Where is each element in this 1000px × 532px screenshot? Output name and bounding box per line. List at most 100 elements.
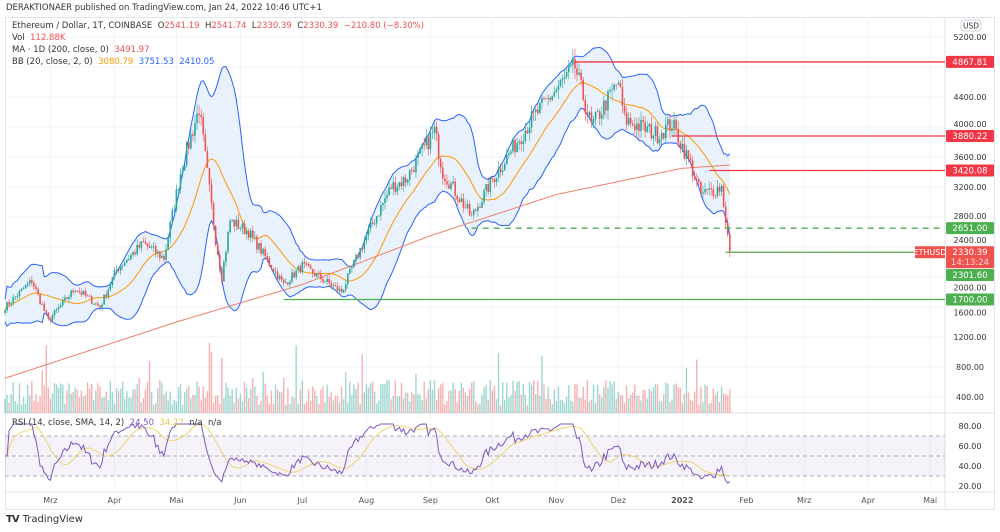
candle: [330, 283, 333, 287]
volume-bar: [12, 382, 14, 413]
volume-bar: [119, 388, 122, 413]
candle: [109, 284, 112, 290]
volume-bar: [192, 394, 194, 413]
candle: [134, 252, 136, 255]
candle: [208, 168, 211, 185]
candle: [237, 219, 240, 229]
volume-bar: [590, 399, 593, 413]
candle: [328, 278, 331, 284]
candle: [53, 310, 56, 316]
candle: [278, 275, 281, 280]
volume-bar: [365, 384, 368, 413]
candle: [501, 170, 504, 173]
volume-bar: [698, 404, 700, 413]
volume-bar: [43, 385, 45, 413]
candle: [648, 124, 651, 127]
candle: [530, 111, 533, 128]
candle: [596, 111, 599, 113]
volume-bar: [596, 384, 599, 413]
price-tick: 4400.00: [953, 93, 986, 102]
candle: [84, 291, 87, 296]
volume-bar: [33, 400, 35, 413]
candle: [260, 243, 262, 254]
legend-volume[interactable]: Vol 112.88K: [12, 33, 66, 43]
bollinger-fill: [5, 47, 730, 327]
volume-bar: [171, 404, 173, 413]
volume-bar: [179, 383, 182, 413]
volume-bar: [134, 389, 136, 413]
candle: [295, 270, 297, 278]
candle: [485, 184, 487, 191]
candle: [392, 182, 395, 189]
volume-bar: [285, 404, 287, 413]
candle: [508, 153, 510, 156]
volume-bar: [287, 388, 289, 413]
symbol-title[interactable]: Ethereum / Dollar, 1T, COINBASE: [12, 21, 153, 31]
candle: [138, 244, 141, 248]
volume-bar: [603, 387, 605, 413]
candle: [39, 294, 41, 305]
candle: [355, 254, 357, 261]
volume-bar: [22, 396, 25, 413]
candle: [369, 222, 372, 229]
candle: [282, 279, 285, 283]
candle: [204, 134, 207, 152]
volume-bar: [117, 390, 120, 413]
volume-bar: [245, 387, 248, 413]
candle: [218, 254, 221, 269]
candle: [481, 201, 483, 208]
volume-bar: [689, 399, 692, 413]
volume-bar: [163, 394, 165, 413]
volume-bar: [146, 382, 149, 413]
change-value: −210.80 (−8.30%): [343, 21, 425, 31]
volume-bar: [425, 398, 427, 413]
volume-bar: [237, 398, 240, 413]
volume-bar: [394, 380, 396, 413]
candle: [479, 206, 481, 208]
chart-frame[interactable]: [5, 17, 995, 510]
volume-bar: [464, 392, 467, 413]
candle: [718, 186, 721, 192]
volume-bar: [470, 382, 473, 413]
candle: [179, 173, 182, 189]
candle: [580, 72, 582, 80]
legend-ma[interactable]: MA · 1D (200, close, 0) 3491.97: [12, 45, 150, 55]
tradingview-footer[interactable]: 𝗧𝗩 TradingView: [6, 514, 83, 525]
candle: [47, 312, 50, 319]
volume-bar: [685, 367, 688, 413]
candle: [439, 159, 442, 168]
volume-bar: [291, 396, 293, 413]
candle: [636, 123, 638, 130]
candle: [10, 303, 12, 305]
volume-bar: [219, 403, 221, 413]
candle: [729, 234, 731, 253]
level-label: 4867.81: [952, 58, 987, 68]
candle: [115, 269, 118, 271]
candle: [150, 247, 153, 249]
candle: [214, 225, 217, 246]
volume-bar: [710, 402, 712, 413]
candle: [12, 297, 15, 304]
volume-bar: [660, 401, 663, 413]
volume-bar: [454, 389, 456, 413]
candle: [460, 198, 463, 202]
candle: [693, 176, 696, 180]
volume-bar: [669, 401, 671, 413]
level-label: 2301.60: [952, 271, 987, 281]
candle: [18, 290, 21, 297]
candle: [291, 272, 293, 282]
volume-bar: [293, 397, 295, 413]
volume-bar: [216, 395, 219, 413]
candle: [695, 179, 698, 180]
rsi-tick: 40.00: [959, 462, 982, 471]
volume-bar: [636, 395, 638, 413]
volume-bar: [613, 381, 615, 413]
legend-bb[interactable]: BB (20, close, 2, 0) 3080.79 3751.53 241…: [12, 57, 215, 67]
volume-bar: [204, 397, 207, 413]
legend-rsi[interactable]: RSI (14, close, SMA, 14, 2) 24.50 34.22 …: [12, 418, 222, 428]
candle: [349, 268, 351, 274]
volume-bar: [415, 373, 417, 413]
volume-bar: [324, 402, 326, 413]
volume-bar: [196, 381, 198, 413]
